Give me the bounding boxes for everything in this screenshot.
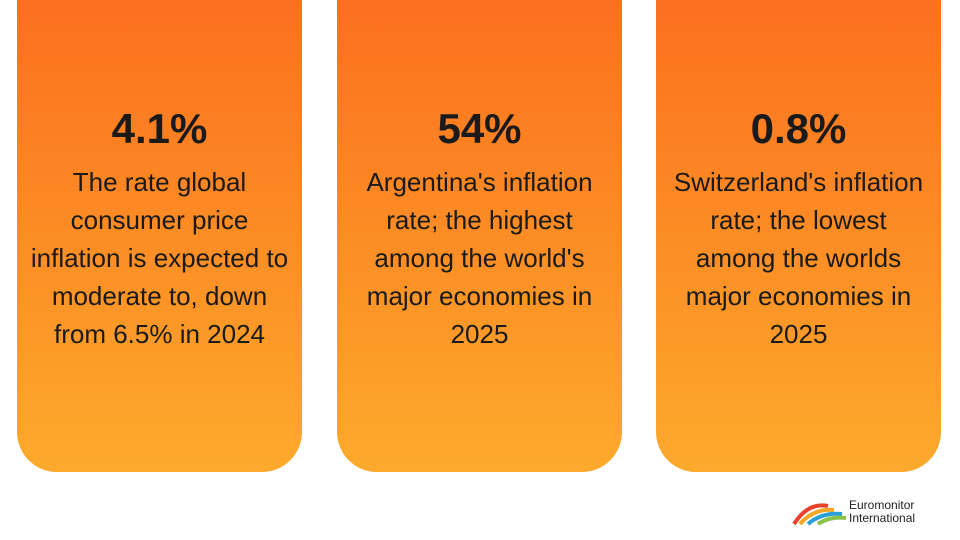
- stat-card: 4.1% The rate global consumer price infl…: [17, 0, 302, 472]
- logo-text: Euromonitor International: [849, 499, 915, 525]
- stat-value: 54%: [437, 105, 522, 152]
- stat-card: 0.8% Switzerland's inflation rate; the l…: [656, 0, 941, 472]
- logo-line: International: [849, 511, 916, 525]
- logo-line: Euromonitor: [849, 498, 915, 512]
- stat-value: 0.8%: [750, 105, 847, 152]
- stat-value: 4.1%: [111, 105, 208, 152]
- stat-description: Argentina's inflation rate; the highest …: [366, 167, 593, 349]
- stat-card: 54% Argentina's inflation rate; the high…: [337, 0, 622, 472]
- stat-description: The rate global consumer price inflation…: [30, 167, 289, 349]
- logo: Euromonitor International: [792, 498, 942, 528]
- logo-icon: [792, 503, 847, 526]
- stat-description: Switzerland's inflation rate; the lowest…: [673, 167, 924, 349]
